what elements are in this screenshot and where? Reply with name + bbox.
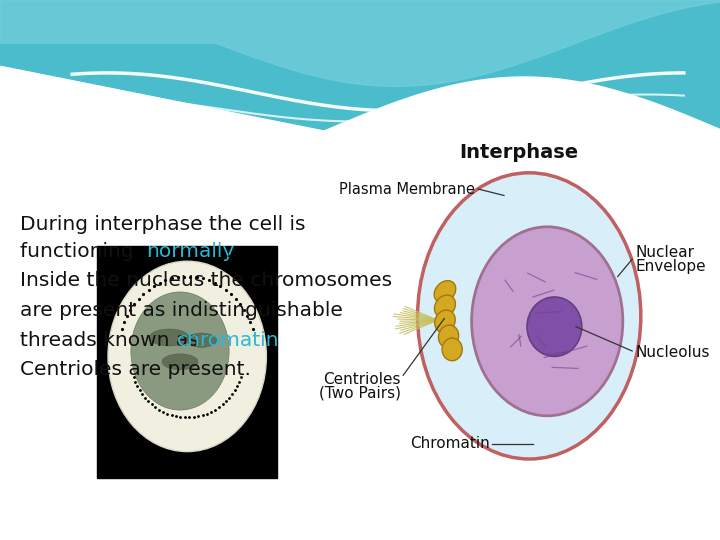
Bar xyxy=(97,246,277,478)
Ellipse shape xyxy=(438,325,459,348)
Ellipse shape xyxy=(162,354,198,370)
Text: are present as indistinguishable: are present as indistinguishable xyxy=(20,301,343,320)
Text: threads known as: threads known as xyxy=(20,330,205,350)
Ellipse shape xyxy=(434,295,456,318)
Text: Centrioles: Centrioles xyxy=(323,372,401,387)
Text: Envelope: Envelope xyxy=(635,259,706,274)
Text: Nuclear: Nuclear xyxy=(635,245,694,260)
Text: During interphase the cell is: During interphase the cell is xyxy=(20,214,306,234)
Ellipse shape xyxy=(150,329,189,346)
Text: Centrioles are present.: Centrioles are present. xyxy=(20,360,251,380)
Ellipse shape xyxy=(435,310,455,333)
Ellipse shape xyxy=(108,261,266,451)
Text: Plasma Membrane: Plasma Membrane xyxy=(339,181,475,197)
Ellipse shape xyxy=(527,297,582,356)
Text: functioning: functioning xyxy=(20,241,140,261)
Text: Nucleolus: Nucleolus xyxy=(635,345,709,360)
Text: (Two Pairs): (Two Pairs) xyxy=(319,386,401,401)
Text: .: . xyxy=(226,241,233,261)
Ellipse shape xyxy=(442,338,462,361)
Text: Interphase: Interphase xyxy=(459,143,578,162)
Text: Inside the nucleus the chromosomes: Inside the nucleus the chromosomes xyxy=(20,271,392,291)
Text: normally: normally xyxy=(146,241,235,261)
Ellipse shape xyxy=(434,281,456,302)
Ellipse shape xyxy=(472,227,623,416)
Ellipse shape xyxy=(186,333,217,347)
Ellipse shape xyxy=(418,173,641,459)
Ellipse shape xyxy=(131,292,229,410)
Text: Chromatin: Chromatin xyxy=(410,436,490,451)
Text: chromatin: chromatin xyxy=(177,330,279,350)
Text: .: . xyxy=(270,330,276,350)
